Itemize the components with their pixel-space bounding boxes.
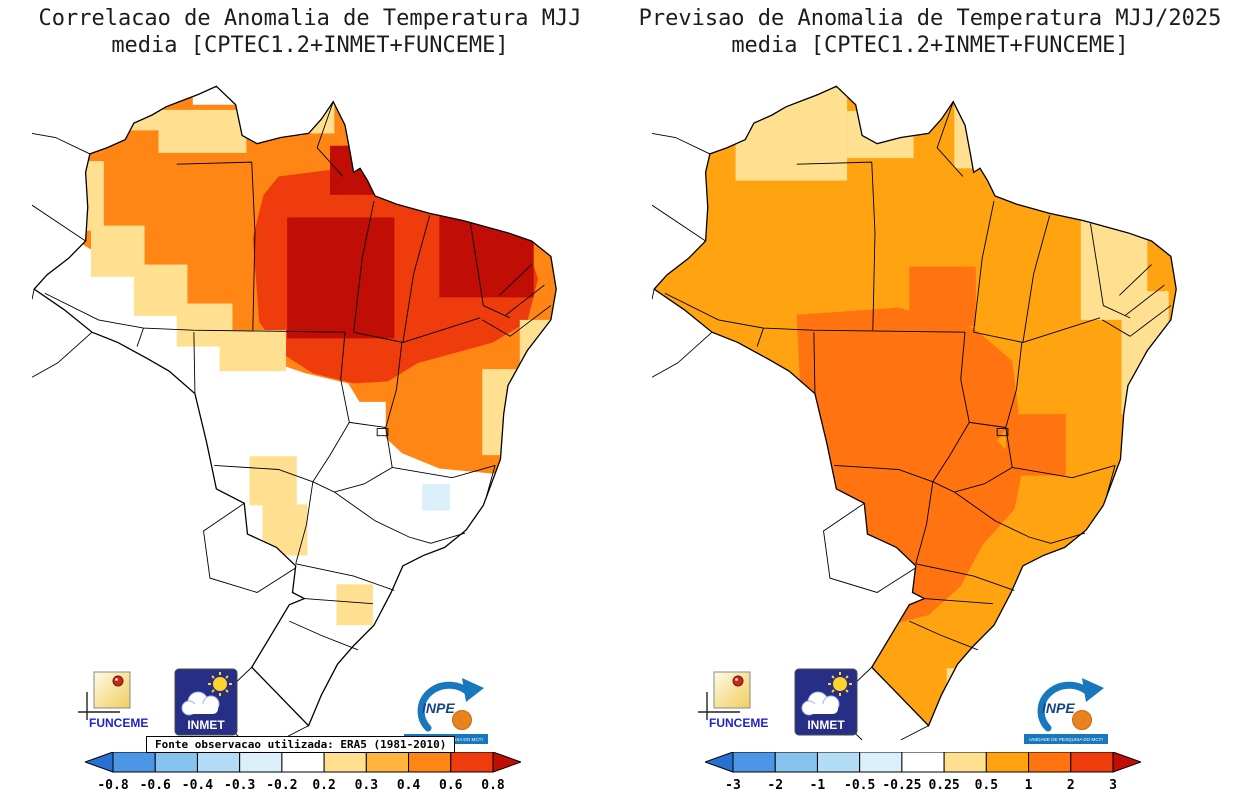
svg-text:-0.3: -0.3 bbox=[224, 778, 255, 793]
funceme-label: FUNCEME bbox=[89, 716, 148, 730]
left-title-line1: Correlacao de Anomalia de Temperatura MJ… bbox=[38, 6, 582, 31]
svg-text:-3: -3 bbox=[725, 778, 741, 793]
inpe-subtext: UNIDADE DE PESQUISA DO MCTI bbox=[1029, 737, 1103, 742]
inpe-banner bbox=[1024, 734, 1108, 744]
sun-rays bbox=[208, 672, 232, 696]
right-title-line2: media [CPTEC1.2+INMET+FUNCEME] bbox=[731, 33, 1129, 58]
sun-icon bbox=[213, 677, 227, 691]
funceme-logo: FUNCEME bbox=[78, 671, 148, 730]
left-title-line2: media [CPTEC1.2+INMET+FUNCEME] bbox=[111, 33, 509, 58]
svg-text:-1: -1 bbox=[810, 778, 826, 793]
svg-text:0.8: 0.8 bbox=[481, 778, 505, 793]
panel-correlation: Correlacao de Anomalia de Temperatura MJ… bbox=[0, 6, 582, 793]
colorbar-correlation: -0.8 -0.6 -0.4 -0.3 -0.2 0.2 0.3 0.4 0.6 0.8 bbox=[85, 752, 521, 793]
inpe-swirl-icon bbox=[417, 681, 474, 732]
anomaly-cells-forecast bbox=[654, 86, 1177, 726]
cloud-icon bbox=[801, 691, 840, 716]
svg-text:2: 2 bbox=[1067, 778, 1075, 793]
svg-text:-0.25: -0.25 bbox=[882, 778, 921, 793]
anomaly-cells-correlation bbox=[34, 86, 557, 726]
colorbar-forecast: -3 -2 -1 -0.5 -0.25 0.25 0.5 1 2 3 bbox=[705, 752, 1141, 793]
inpe-label: INPE bbox=[1042, 700, 1075, 716]
svg-text:-0.4: -0.4 bbox=[182, 778, 213, 793]
inpe-arrowhead-icon bbox=[462, 678, 484, 702]
neighbor-country-borders bbox=[32, 133, 309, 740]
svg-text:1: 1 bbox=[1025, 778, 1033, 793]
sun-rays bbox=[828, 672, 852, 696]
brazil-map-forecast bbox=[652, 74, 1188, 740]
inpe-logo: INPE UNIDADE DE PESQUISA DO MCTI bbox=[1024, 678, 1108, 744]
svg-text:-0.5: -0.5 bbox=[844, 778, 875, 793]
sun-icon bbox=[833, 677, 847, 691]
svg-text:-2: -2 bbox=[767, 778, 783, 793]
svg-text:0.4: 0.4 bbox=[397, 778, 421, 793]
inpe-arrowhead-icon bbox=[1082, 678, 1104, 702]
brazil-border bbox=[654, 86, 1176, 725]
funceme-pin-highlight bbox=[735, 678, 738, 681]
svg-text:3: 3 bbox=[1109, 778, 1117, 793]
svg-text:-0.8: -0.8 bbox=[97, 778, 128, 793]
inpe-orange-sphere-icon bbox=[1072, 710, 1092, 730]
funceme-logo: FUNCEME bbox=[698, 671, 768, 730]
inmet-logo: INMET bbox=[174, 668, 238, 736]
svg-text:0.25: 0.25 bbox=[928, 778, 959, 793]
funceme-label: FUNCEME bbox=[709, 716, 768, 730]
state-borders bbox=[665, 102, 1171, 650]
svg-text:0.2: 0.2 bbox=[312, 778, 335, 793]
inpe-swirl-icon bbox=[1037, 681, 1094, 732]
funceme-map-square bbox=[713, 671, 751, 709]
funceme-map-square bbox=[93, 671, 131, 709]
svg-text:-0.2: -0.2 bbox=[266, 778, 297, 793]
right-title-line1: Previsao de Anomalia de Temperatura MJJ/… bbox=[638, 6, 1222, 31]
svg-text:0.5: 0.5 bbox=[975, 778, 998, 793]
inmet-label: INMET bbox=[187, 718, 225, 732]
inpe-label: INPE bbox=[422, 700, 455, 716]
brazil-border bbox=[34, 86, 556, 725]
cloud-icon bbox=[181, 691, 220, 716]
inmet-logo: INMET bbox=[794, 668, 858, 736]
brazil-map-correlation bbox=[32, 74, 568, 740]
svg-text:0.3: 0.3 bbox=[355, 778, 378, 793]
funceme-pin-icon bbox=[112, 675, 124, 687]
svg-text:-0.6: -0.6 bbox=[140, 778, 171, 793]
inmet-label: INMET bbox=[807, 718, 845, 732]
observation-source-note: Fonte observacao utilizada: ERA5 (1981-2… bbox=[146, 736, 456, 753]
inpe-orange-sphere-icon bbox=[452, 710, 472, 730]
svg-text:0.6: 0.6 bbox=[439, 778, 463, 793]
funceme-pin-highlight bbox=[115, 678, 118, 681]
funceme-pin-icon bbox=[732, 675, 744, 687]
state-borders bbox=[45, 102, 551, 650]
neighbor-country-borders bbox=[652, 133, 929, 740]
panel-forecast: Previsao de Anomalia de Temperatura MJJ/… bbox=[620, 0, 1240, 802]
